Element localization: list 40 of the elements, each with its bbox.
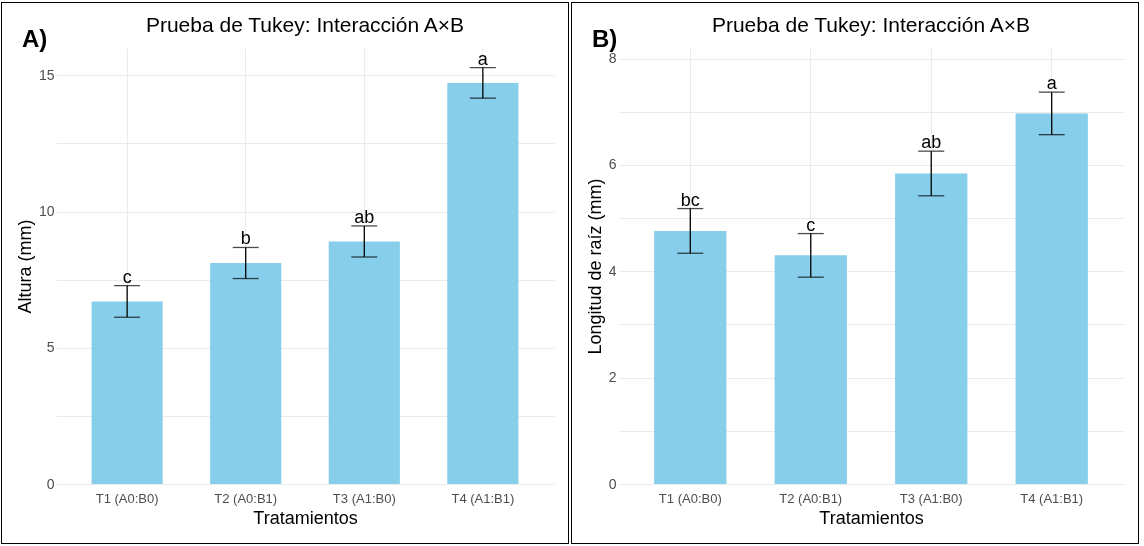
chart-title: Prueba de Tukey: Interacción A×B [711, 13, 1031, 36]
x-tick-label: T3 (A1:B0) [899, 490, 963, 506]
bar [447, 82, 519, 484]
y-tick-label: 10 [38, 203, 55, 219]
x-axis-title: Tratamientos [253, 507, 358, 528]
annotation: a [1046, 73, 1058, 94]
x-tick-label: T1 (A0:B0) [95, 490, 159, 506]
annotation: a [477, 48, 489, 69]
y-tick-label: 0 [46, 475, 55, 492]
bar [1015, 113, 1088, 484]
x-tick-label: T2 (A0:B1) [214, 490, 278, 506]
annotation: ab [354, 206, 375, 227]
y-tick-label: 6 [608, 156, 617, 173]
bar [91, 301, 163, 484]
y-tick-label: 15 [38, 66, 55, 83]
y-tick-label: 5 [46, 339, 55, 356]
x-tick-label: T3 (A1:B0) [332, 490, 396, 506]
bar [210, 263, 282, 484]
text: A) [22, 25, 48, 53]
y-tick-label: 2 [608, 369, 617, 386]
annotation: c [122, 266, 132, 287]
annotation: ab [921, 132, 942, 153]
x-tick-label: T1 (A0:B0) [658, 490, 722, 506]
bar [895, 173, 968, 484]
x-tick-label: T4 (A1:B1) [451, 490, 515, 506]
bar [328, 241, 400, 484]
text: B) [592, 25, 618, 53]
y-axis-title: Longitud de raíz (mm) [584, 178, 605, 355]
x-tick-label: T2 (A0:B1) [779, 490, 843, 506]
y-axis-title: Altura (mm) [14, 219, 35, 314]
chart-title: Prueba de Tukey: Interacción A×B [145, 13, 465, 36]
bar [774, 255, 847, 484]
x-tick-label: T4 (A1:B1) [1020, 490, 1084, 506]
y-tick-label: 4 [608, 262, 617, 279]
x-axis-title: Tratamientos [819, 507, 924, 528]
y-tick-label: 0 [608, 475, 617, 492]
annotation: b [240, 228, 251, 249]
bar [654, 230, 727, 484]
annotation: bc [680, 189, 700, 210]
annotation: c [806, 214, 816, 235]
